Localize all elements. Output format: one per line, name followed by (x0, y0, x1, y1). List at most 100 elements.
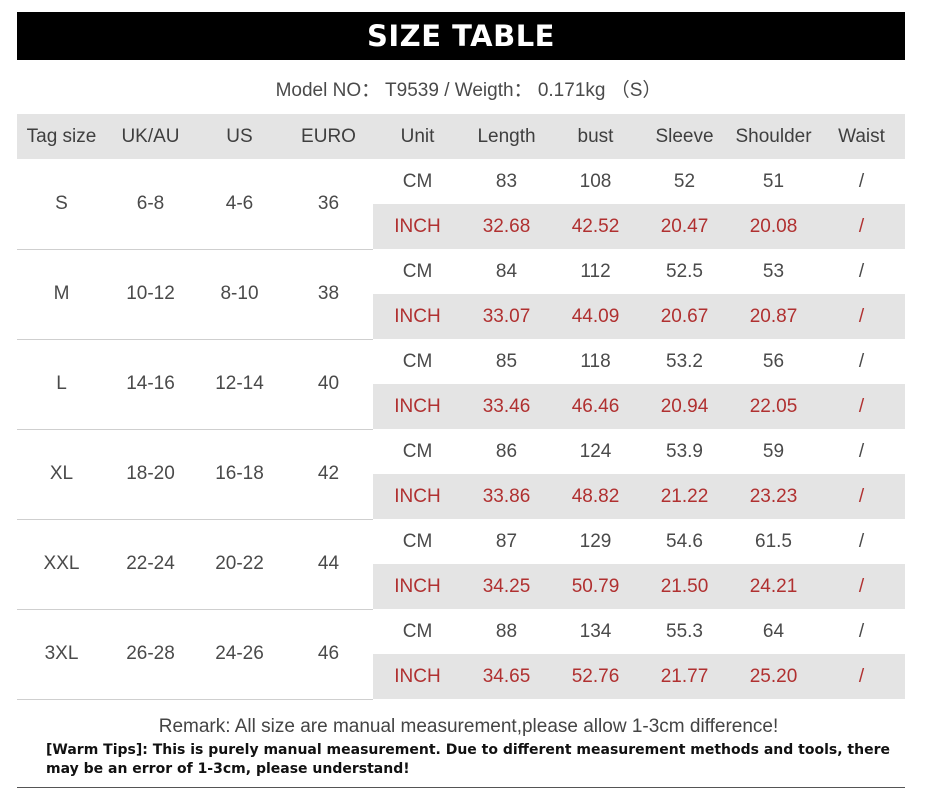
table-row-cm: XXL 22-24 20-22 44 CM 87 129 54.6 61.5/ (17, 519, 905, 610)
shoulder-cell: 23.23 (729, 474, 818, 519)
shoulder-cell: 56 (729, 339, 818, 384)
table-row-inch: INCH 34.25 50.79 21.50 24.21/ (17, 564, 905, 609)
us-cell: 4-6 (195, 159, 284, 250)
sleeve-cell: 20.67 (640, 294, 729, 339)
bust-cell: 46.46 (551, 384, 640, 429)
length-cell: 86 (462, 429, 551, 474)
tag-size-cell: 3XL (17, 609, 106, 700)
length-cell: 33.86 (462, 474, 551, 519)
sleeve-cell: 53.2 (640, 339, 729, 384)
bust-cell: 118 (551, 339, 640, 384)
unit-cell: CM (373, 429, 462, 474)
waist-cell: / (818, 609, 905, 654)
header-tag-size: Tag size (17, 114, 106, 159)
bust-cell: 124 (551, 429, 640, 474)
table-row-inch: INCH 33.86 48.82 21.22 23.23/ (17, 474, 905, 519)
tag-size-cell: M (17, 249, 106, 340)
uk-au-cell: 18-20 (106, 429, 195, 520)
shoulder-cell: 51 (729, 159, 818, 204)
table-row-inch: INCH 33.46 46.46 20.94 22.05/ (17, 384, 905, 429)
shoulder-cell: 53 (729, 249, 818, 294)
uk-au-cell: 14-16 (106, 339, 195, 430)
sleeve-cell: 21.50 (640, 564, 729, 609)
uk-au-cell: 26-28 (106, 609, 195, 700)
length-cell: 87 (462, 519, 551, 564)
uk-au-cell: 22-24 (106, 519, 195, 610)
unit-cell: INCH (373, 384, 462, 429)
unit-cell: INCH (373, 294, 462, 339)
tag-size-cell: S (17, 159, 106, 250)
unit-cell: INCH (373, 474, 462, 519)
euro-cell: 36 (284, 159, 373, 250)
shoulder-cell: 64 (729, 609, 818, 654)
header-row: Tag size UK/AU US EURO Unit Length bust … (17, 114, 905, 159)
bust-cell: 44.09 (551, 294, 640, 339)
sleeve-cell: 53.9 (640, 429, 729, 474)
table-row-inch: INCH 34.65 52.76 21.77 25.20/ (17, 654, 905, 699)
table-row-cm: XL 18-20 16-18 42 CM 86 124 53.9 59/ (17, 429, 905, 520)
euro-cell: 42 (284, 429, 373, 520)
length-cell: 34.65 (462, 654, 551, 699)
header-unit: Unit (373, 114, 462, 159)
waist-cell: / (818, 654, 905, 699)
bust-cell: 108 (551, 159, 640, 204)
waist-cell: / (818, 159, 905, 204)
euro-cell: 44 (284, 519, 373, 610)
waist-cell: / (818, 249, 905, 294)
us-cell: 20-22 (195, 519, 284, 610)
shoulder-cell: 24.21 (729, 564, 818, 609)
remark: Remark: All size are manual measurement,… (158, 716, 779, 737)
bust-cell: 52.76 (551, 654, 640, 699)
bust-cell: 50.79 (551, 564, 640, 609)
header-waist: Waist (818, 114, 905, 159)
header-length: Length (462, 114, 551, 159)
length-cell: 33.07 (462, 294, 551, 339)
unit-cell: CM (373, 609, 462, 654)
header-uk-au: UK/AU (106, 114, 195, 159)
uk-au-cell: 10-12 (106, 249, 195, 340)
bust-cell: 112 (551, 249, 640, 294)
header-bust: bust (551, 114, 640, 159)
warm-tips: [Warm Tips]: This is purely manual measu… (46, 742, 890, 777)
unit-cell: CM (373, 159, 462, 204)
sleeve-cell: 21.22 (640, 474, 729, 519)
unit-cell: INCH (373, 564, 462, 609)
sleeve-cell: 20.47 (640, 204, 729, 249)
sleeve-cell: 20.94 (640, 384, 729, 429)
tag-size-cell: XL (17, 429, 106, 520)
unit-cell: CM (373, 519, 462, 564)
waist-cell: / (818, 204, 905, 249)
length-cell: 32.68 (462, 204, 551, 249)
table-row-cm: L 14-16 12-14 40 CM 85 118 53.2 56/ (17, 339, 905, 430)
length-cell: 88 (462, 609, 551, 654)
sleeve-cell: 54.6 (640, 519, 729, 564)
unit-cell: INCH (373, 654, 462, 699)
us-cell: 12-14 (195, 339, 284, 430)
unit-cell: CM (373, 339, 462, 384)
waist-cell: / (818, 564, 905, 609)
bust-cell: 129 (551, 519, 640, 564)
shoulder-cell: 20.08 (729, 204, 818, 249)
us-cell: 8-10 (195, 249, 284, 340)
shoulder-cell: 61.5 (729, 519, 818, 564)
model-info: Model NO： T9539 / Weigth： 0.171kg （S） (275, 80, 662, 101)
waist-cell: / (818, 384, 905, 429)
euro-cell: 40 (284, 339, 373, 430)
unit-cell: CM (373, 249, 462, 294)
title-bar: SIZE TABLE (17, 12, 905, 60)
waist-cell: / (818, 474, 905, 519)
sleeve-cell: 21.77 (640, 654, 729, 699)
bust-cell: 42.52 (551, 204, 640, 249)
length-cell: 84 (462, 249, 551, 294)
header-sleeve: Sleeve (640, 114, 729, 159)
us-cell: 16-18 (195, 429, 284, 520)
table-row-cm: S 6-8 4-6 36 CM 83 108 52 51/ (17, 159, 905, 250)
sleeve-cell: 52 (640, 159, 729, 204)
euro-cell: 38 (284, 249, 373, 340)
euro-cell: 46 (284, 609, 373, 700)
shoulder-cell: 25.20 (729, 654, 818, 699)
table-row-inch: INCH 33.07 44.09 20.67 20.87/ (17, 294, 905, 339)
tag-size-cell: L (17, 339, 106, 430)
length-cell: 85 (462, 339, 551, 384)
length-cell: 83 (462, 159, 551, 204)
